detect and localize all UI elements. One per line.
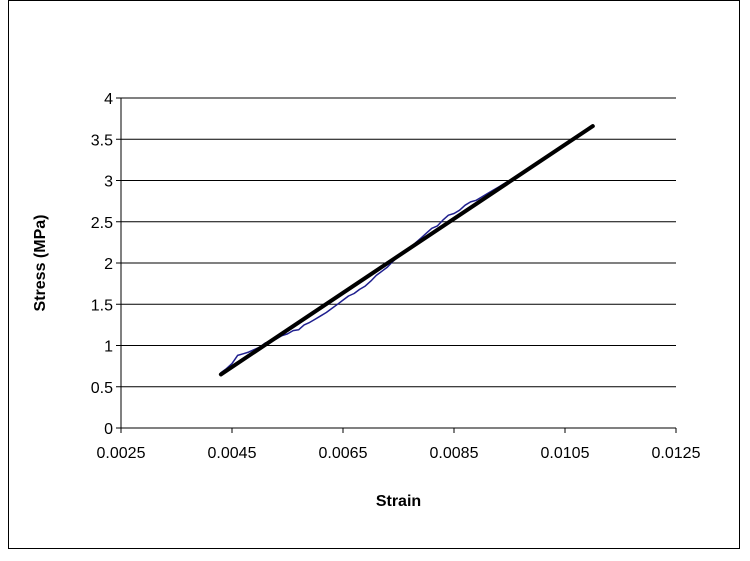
y-tick-label-1: 0.5: [91, 380, 113, 397]
x-tick-label-3: 0.0085: [430, 445, 479, 462]
y-axis-tick-labels: 0 0.5 1 1.5 2 2.5 3 3.5 4: [91, 91, 113, 438]
y-axis-title: Stress (MPa): [32, 215, 49, 312]
y-tick-label-2: 1: [104, 339, 113, 356]
stress-strain-chart: 0.0025 0.0045 0.0065 0.0085 0.0105 0.0125 0 0.…: [32, 91, 701, 510]
y-tick-label-6: 3: [104, 174, 113, 191]
x-tick-label-2: 0.0065: [319, 445, 368, 462]
y-tick-label-5: 2.5: [91, 215, 113, 232]
x-tick-label-4: 0.0105: [541, 445, 590, 462]
y-tick-label-7: 3.5: [91, 132, 113, 149]
gridlines: [121, 97, 676, 388]
y-tick-label-8: 4: [104, 91, 113, 108]
y-tick-label-0: 0: [104, 421, 113, 438]
y-tick-label-4: 2: [104, 256, 113, 273]
x-tick-label-1: 0.0045: [208, 445, 257, 462]
x-tick-label-0: 0.0025: [97, 445, 146, 462]
x-axis-tick-labels: 0.0025 0.0045 0.0065 0.0085 0.0105 0.0125: [97, 445, 701, 462]
axes: [116, 97, 677, 433]
x-axis-title: Strain: [376, 493, 421, 510]
x-tick-label-5: 0.0125: [652, 445, 701, 462]
y-tick-label-3: 1.5: [91, 297, 113, 314]
chart-frame: 0.0025 0.0045 0.0065 0.0085 0.0105 0.0125 0 0.…: [8, 0, 740, 549]
fit-line: [218, 124, 595, 377]
data-series: [218, 124, 595, 377]
